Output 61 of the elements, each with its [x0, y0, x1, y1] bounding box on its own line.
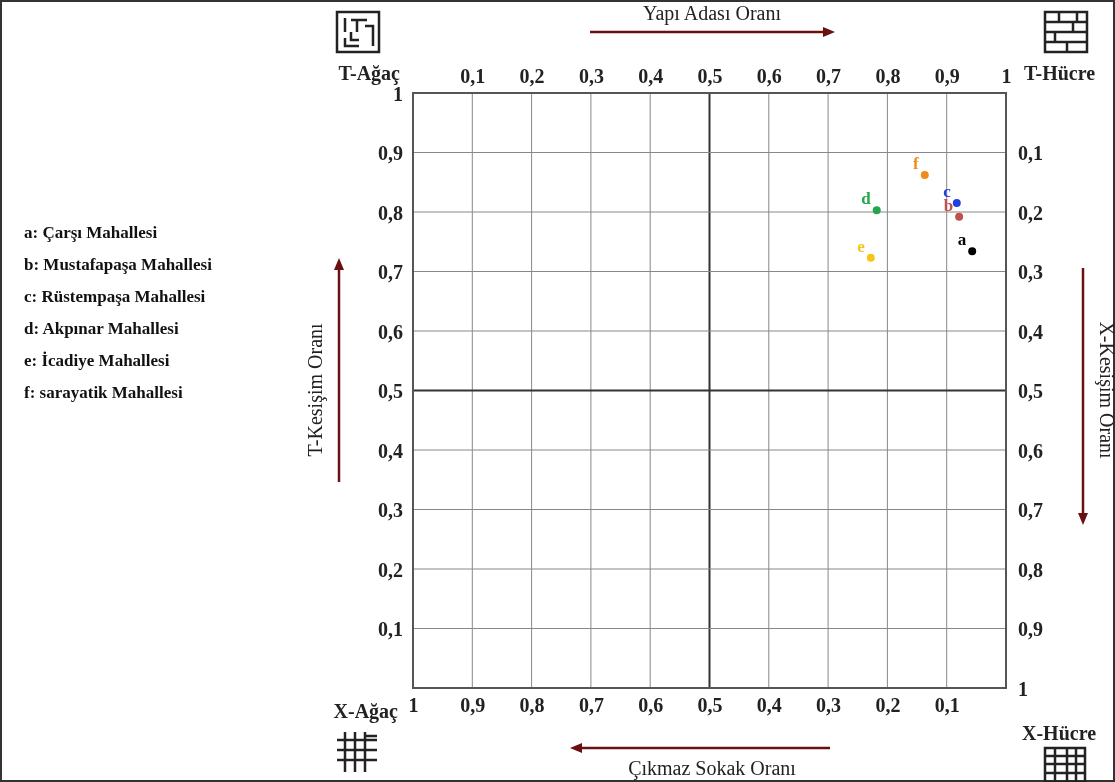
x2-tick-label: 0,2	[875, 694, 901, 716]
text: X-Hücre	[1022, 722, 1097, 744]
point	[866, 253, 875, 262]
y-tick-label: 0,9	[378, 142, 403, 164]
x-tick-label: 0,5	[697, 65, 723, 87]
y-tick-label: 0,5	[378, 380, 403, 402]
x2-axis-title: Çıkmaz Sokak Oranı	[628, 757, 797, 780]
x2-tick-label: 0,1	[934, 694, 960, 716]
point	[955, 212, 964, 221]
text: a: Çarşı Mahallesi	[24, 223, 158, 242]
text: T-Hücre	[1024, 62, 1096, 84]
y-tick-label: 0,1	[378, 618, 403, 640]
text: b: Mustafapaşa Mahallesi	[24, 255, 213, 274]
y-tick-label: 0,4	[378, 439, 403, 462]
x2-tick-label: 1	[408, 694, 419, 716]
y2-axis-title: X-Kesişim Oranı	[1095, 321, 1115, 460]
series-label: e	[857, 236, 866, 256]
text: f: sarayatik Mahallesi	[24, 383, 183, 402]
y2-tick-label: 0,3	[1018, 261, 1043, 283]
x2-tick-label: 0,9	[460, 694, 486, 716]
x-tick-label: 0,9	[934, 65, 960, 87]
x-tick-label: 0,8	[875, 65, 901, 87]
x-axis-title: Yapı Adası Oranı	[643, 2, 782, 25]
text: c: Rüstempaşa Mahallesi	[24, 287, 206, 306]
x2-tick-label: 0,8	[519, 694, 545, 716]
x2-tick-label: 0,3	[816, 694, 842, 716]
text: X-Ağaç	[333, 700, 399, 723]
x-tick-label: 0,4	[638, 65, 664, 87]
x-tick-label: 0,3	[578, 65, 604, 87]
y2-tick-label: 0,4	[1018, 320, 1043, 343]
x2-tick-label: 0,6	[638, 694, 664, 716]
y2-tick-label: 0,8	[1018, 558, 1043, 581]
x-tick-label: 0,6	[756, 65, 782, 87]
y-tick-label: 0,6	[378, 320, 403, 343]
y-tick-label: 0,8	[378, 201, 403, 224]
series-label: f	[913, 154, 920, 174]
x-tick-label: 0,7	[816, 65, 842, 87]
y2-tick-label: 0,2	[1018, 201, 1043, 224]
point	[920, 171, 929, 180]
x-tick-label: 0,1	[460, 65, 486, 87]
series-label: a	[957, 230, 967, 250]
x-tick-label: 0,2	[519, 65, 545, 87]
y2-tick-label: 1	[1018, 677, 1028, 700]
point	[968, 247, 977, 256]
y2-tick-label: 0,6	[1018, 439, 1043, 462]
text: e: İcadiye Mahallesi	[24, 351, 170, 370]
point	[872, 206, 881, 215]
text: d: Akpınar Mahallesi	[24, 319, 179, 338]
y-tick-label: 0,2	[378, 558, 403, 581]
y-tick-label: 0,7	[378, 261, 403, 283]
x2-tick-label: 0,7	[578, 694, 604, 716]
y2-tick-label: 0,5	[1018, 380, 1043, 402]
series-label: d	[861, 189, 872, 209]
y-tick-label: 0,3	[378, 499, 403, 521]
x2-tick-label: 0,4	[756, 694, 782, 716]
x-tick-label: 1	[1001, 65, 1012, 87]
y2-tick-label: 0,9	[1018, 618, 1043, 640]
y2-tick-label: 0,1	[1018, 142, 1043, 164]
x2-tick-label: 0,5	[697, 694, 723, 716]
y-axis-title: T-Kesişim Oranı	[304, 322, 327, 457]
y2-tick-label: 0,7	[1018, 499, 1043, 521]
